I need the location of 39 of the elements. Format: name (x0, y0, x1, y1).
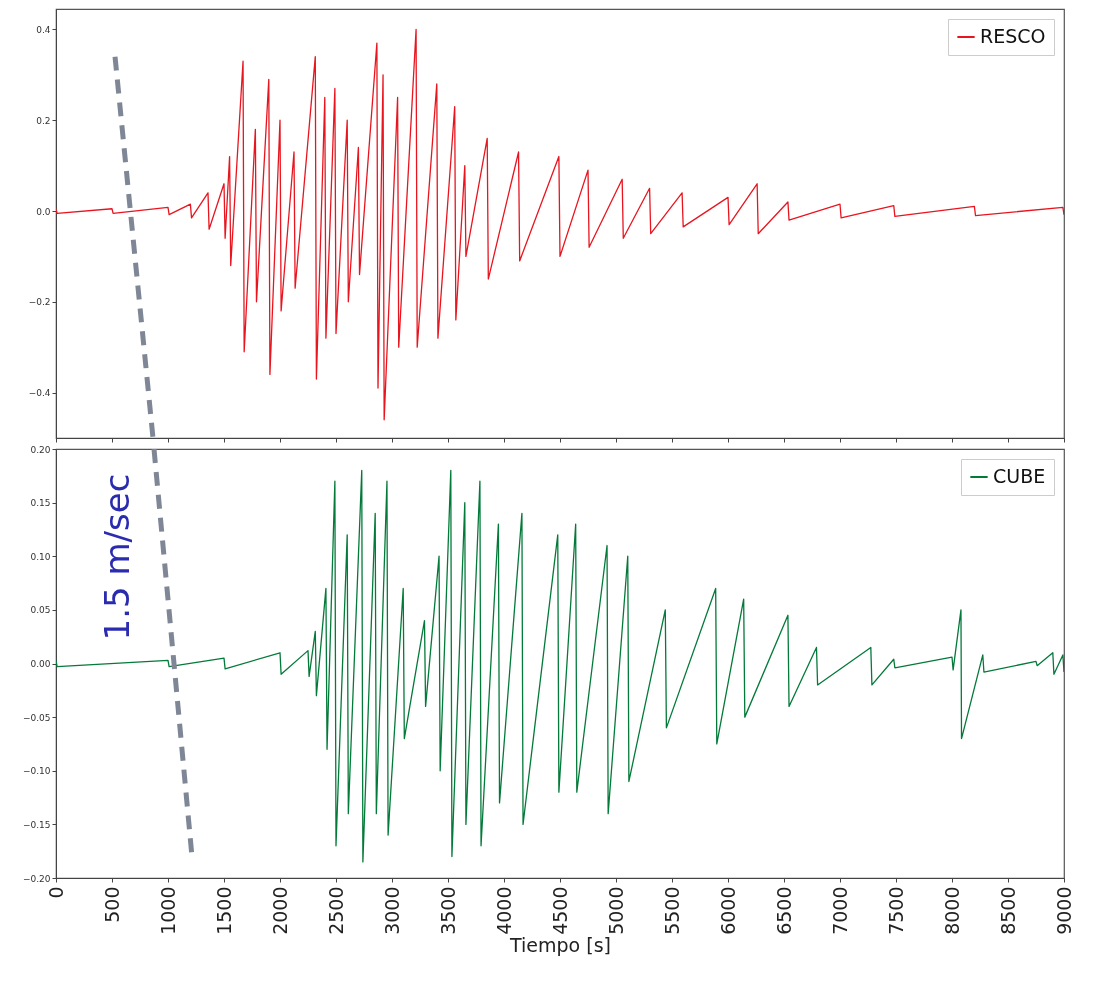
line-series (56, 469, 1064, 863)
y-tick-label: −0.20 (22, 873, 51, 884)
x-tick-label: 500 (100, 886, 123, 923)
legend-label: CUBE (993, 465, 1046, 487)
x-tick-label: 2000 (268, 886, 291, 935)
x-tick-label: 8000 (940, 886, 963, 935)
y-tick-label: −0.10 (22, 766, 51, 777)
x-tick-label: 3500 (436, 886, 459, 935)
x-tick-label: 7000 (828, 886, 851, 935)
x-tick-label: 4500 (548, 886, 571, 935)
x-tick-label: 4000 (492, 886, 515, 935)
legend-label: RESCO (980, 25, 1046, 47)
y-tick-label: −0.2 (28, 297, 51, 308)
x-axis-title: Tiempo [s] (509, 933, 611, 956)
x-tick-label: 5000 (604, 886, 627, 935)
x-tick-label: 8500 (996, 886, 1019, 935)
y-tick-label: −0.4 (28, 388, 51, 399)
y-tick-label: 0.4 (36, 24, 51, 35)
x-tick-label: 2500 (324, 886, 347, 935)
x-tick-label: 5500 (660, 886, 683, 935)
y-tick-label: −0.05 (22, 712, 51, 723)
x-tick-label: 6000 (716, 886, 739, 935)
y-tick-label: 0.15 (30, 498, 51, 509)
x-tick-label: 1000 (156, 886, 179, 935)
line-series (56, 28, 1064, 421)
y-tick-label: 0.0 (36, 206, 51, 217)
y-tick-label: 0.2 (36, 115, 51, 126)
annotation: 1.5 m/sec (97, 473, 137, 641)
x-tick-label: 7500 (884, 886, 907, 935)
x-tick-label: 0 (44, 886, 67, 899)
x-tick-label: 6500 (772, 886, 795, 935)
x-tick-label: 3000 (380, 886, 403, 935)
x-tick-label: 1500 (212, 886, 235, 935)
y-tick-label: −0.15 (22, 819, 51, 830)
x-tick-label: 9000 (1052, 886, 1075, 935)
y-tick-label: 0.05 (30, 605, 51, 616)
y-tick-label: 0.20 (30, 444, 51, 455)
y-tick-label: 0.00 (30, 659, 51, 669)
y-tick-label: 0.10 (30, 551, 51, 562)
